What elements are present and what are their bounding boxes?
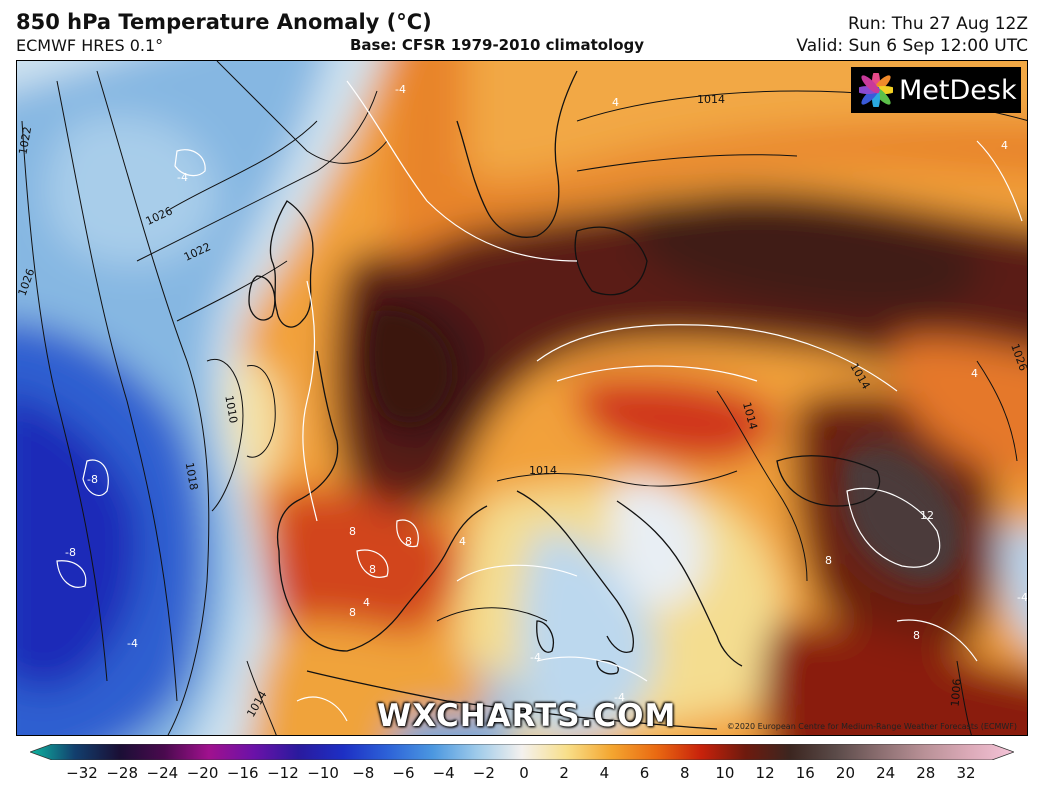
colorbar-tick-label: −6 [392, 764, 415, 782]
anomaly-label: -8 [87, 473, 98, 486]
colorbar-tick-label: 2 [559, 764, 569, 782]
valid-time: Valid: Sun 6 Sep 12:00 UTC [796, 36, 1028, 56]
isobar-label: 1022 [17, 126, 34, 156]
colorbar-tick-label: −10 [307, 764, 339, 782]
colorbar-tick-label: −24 [146, 764, 179, 782]
anomaly-labels: -4 -4 -8 -8 -4 4 4 8 8 8 8 4 4 12 8 8 -4… [65, 83, 1028, 704]
anomaly-label: 8 [349, 606, 356, 619]
climatology-base: Base: CFSR 1979-2010 climatology [350, 36, 645, 54]
anomaly-label: -4 [1017, 591, 1028, 604]
flower-logo-icon [859, 73, 893, 107]
colorbar-tick-label: −16 [226, 764, 259, 782]
anomaly-field [17, 61, 1027, 735]
anomaly-label: 8 [825, 554, 832, 567]
colorbar-tick-label: −28 [106, 764, 138, 782]
colorbar-tick-label: −20 [186, 764, 219, 782]
colorbar-tick-label: 12 [755, 764, 775, 782]
anomaly-label: -4 [530, 651, 541, 664]
colorbar-gradient [30, 744, 1014, 760]
isobar-label: 1018 [183, 461, 201, 491]
logo-text: MetDesk [899, 74, 1017, 106]
colorbar-tick-label: 8 [679, 764, 690, 782]
colorbar-tick-label: 24 [876, 764, 896, 782]
isobar-label: 1014 [529, 464, 557, 477]
map-panel[interactable]: 1022 1026 1022 1026 1014 1010 1018 1014 … [16, 60, 1028, 736]
anomaly-label: 8 [913, 629, 920, 642]
anomaly-label: 8 [405, 535, 412, 548]
anomaly-label: 4 [612, 96, 619, 109]
model-name: ECMWF HRES 0.1° [16, 36, 164, 55]
colorbar-tick-label: −4 [432, 764, 455, 782]
isobar-label: 1014 [697, 93, 725, 106]
colorbar-tick-label: 20 [835, 764, 855, 782]
colorbar-tick-label: 0 [519, 764, 529, 782]
anomaly-label: 12 [920, 509, 934, 522]
anomaly-label: -4 [614, 691, 625, 704]
anomaly-label: -4 [177, 171, 188, 184]
colorbar-tick-label: 10 [715, 764, 735, 782]
anomaly-label: -8 [65, 546, 76, 559]
anomaly-detail [369, 310, 956, 576]
isobars [21, 61, 1027, 735]
colorbar-tick-label: −2 [472, 764, 495, 782]
colorbar [30, 744, 1014, 760]
metdesk-logo: MetDesk [851, 67, 1021, 113]
anomaly-label: 8 [349, 525, 356, 538]
site-watermark: WXCHARTS.COM [377, 698, 677, 734]
anomaly-map: 1022 1026 1022 1026 1014 1010 1018 1014 … [17, 61, 1028, 735]
colorbar-tick-label: 28 [916, 764, 936, 782]
copyright-note: ©2020 European Centre for Medium-Range W… [726, 722, 1017, 731]
map-title: 850 hPa Temperature Anomaly (°C) [16, 10, 432, 34]
colorbar-tick-label: 4 [599, 764, 610, 782]
anomaly-label: -4 [127, 637, 138, 650]
anomaly-label: 4 [459, 535, 466, 548]
isobar-label: 1010 [222, 394, 240, 424]
colorbar-tick-label: −12 [267, 764, 299, 782]
isobar-label: 1006 [949, 678, 964, 707]
anomaly-contours [56, 80, 1023, 722]
colorbar-tick-label: −32 [66, 764, 98, 782]
anomaly-label: 4 [363, 596, 370, 609]
anomaly-label: 4 [1001, 139, 1008, 152]
anomaly-label: -4 [395, 83, 406, 96]
colorbar-tick-label: 6 [639, 764, 650, 782]
anomaly-label: 8 [369, 563, 376, 576]
anomaly-label: 4 [971, 367, 978, 380]
colorbar-ticks: −32 −28 −24 −20 −16 −12 −10 −8 −6 −4 −2 0 2 4 6 8 10 12 16… [0, 764, 1045, 788]
colorbar-tick-label: 32 [956, 764, 976, 782]
colorbar-tick-label: 16 [795, 764, 815, 782]
colorbar-tick-label: −8 [352, 764, 375, 782]
coastlines [248, 70, 881, 730]
run-time: Run: Thu 27 Aug 12Z [848, 14, 1028, 34]
